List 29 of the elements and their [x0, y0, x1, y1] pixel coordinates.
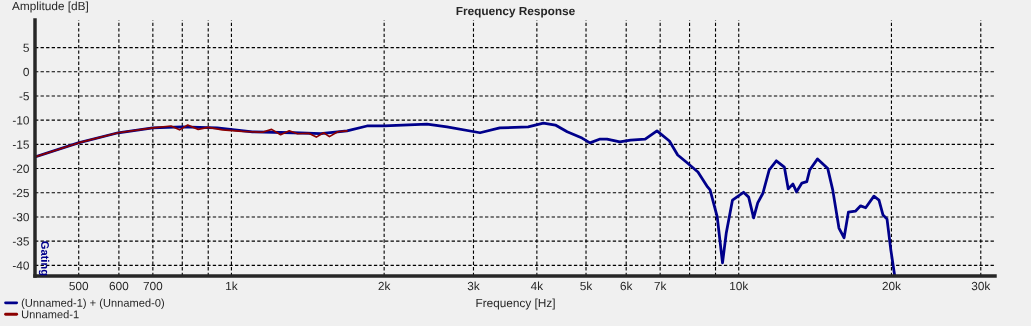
annotation: Gating [38, 241, 50, 276]
x-axis-title: Frequency [Hz] [476, 298, 555, 310]
y-tick-label: -40 [12, 261, 29, 270]
x-tick-label: 5k [580, 281, 593, 291]
x-tick-label: 600 [109, 281, 129, 291]
y-tick-label: -25 [12, 188, 29, 198]
x-tick-label: 700 [143, 281, 163, 291]
y-tick-label: -35 [12, 237, 29, 246]
y-tick-label: 5 [23, 43, 29, 52]
x-tick-label: 1k [226, 281, 238, 291]
x-tick-label: 500 [69, 281, 89, 291]
y-tick-label: -20 [12, 164, 29, 173]
y-tick-label: -10 [12, 116, 29, 125]
legend-label: Unnamed-1 [21, 310, 79, 319]
y-tick-label: -30 [12, 212, 29, 222]
x-tick-label: 3k [467, 281, 480, 291]
x-tick-label: 6k [620, 281, 633, 291]
y-tick-label: -5 [19, 92, 29, 101]
y-tick-label: 0 [23, 67, 29, 77]
y-tick-label: -15 [12, 140, 29, 149]
x-tick-label: 30k [971, 281, 991, 291]
legend-label: (Unnamed-1) + (Unnamed-0) [21, 298, 164, 309]
x-tick-label: 20k [882, 281, 901, 291]
y-axis-title: Amplitude [dB] [12, 1, 88, 13]
x-tick-label: 2k [378, 281, 391, 291]
x-tick-label: 7k [654, 281, 667, 291]
chart-title: Frequency Response [456, 6, 575, 18]
x-tick-label: 10k [730, 281, 749, 291]
x-tick-label: 4k [530, 281, 544, 291]
